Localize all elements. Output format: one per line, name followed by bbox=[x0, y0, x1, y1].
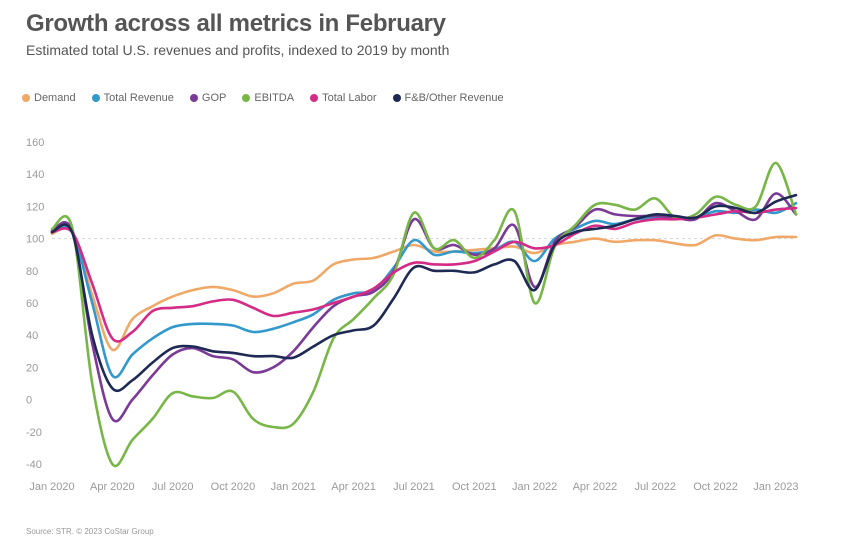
y-tick-label: -20 bbox=[26, 427, 42, 439]
legend-item: Demand bbox=[22, 92, 76, 104]
x-tick-label: Jan 2023 bbox=[753, 481, 798, 493]
x-tick-label: Oct 2020 bbox=[211, 481, 256, 493]
x-tick-label: Oct 2022 bbox=[693, 481, 738, 493]
x-tick-label: Apr 2020 bbox=[90, 481, 135, 493]
y-tick-label: 80 bbox=[26, 266, 38, 278]
y-axis: 160 140 120 100 80 60 40 20 0 -20 -40 bbox=[26, 137, 44, 471]
legend-label: GOP bbox=[201, 92, 227, 104]
series-line-total-labor bbox=[50, 206, 798, 343]
x-tick-label: Apr 2021 bbox=[331, 481, 376, 493]
y-tick-label: 60 bbox=[26, 298, 38, 310]
x-tick-label: Jul 2022 bbox=[634, 481, 676, 493]
x-axis: Jan 2020 Apr 2020 Jul 2020 Oct 2020 Jan 2021… bbox=[29, 481, 798, 493]
x-tick-label: Oct 2021 bbox=[452, 481, 497, 493]
legend-label: EBITDA bbox=[254, 92, 295, 104]
legend-dot-icon bbox=[310, 94, 319, 102]
source-note: Source: STR. © 2023 CoStar Group bbox=[26, 527, 154, 536]
legend-dot-icon bbox=[189, 94, 198, 102]
x-tick-label: Jul 2020 bbox=[152, 481, 194, 493]
legend-dot-icon bbox=[91, 94, 100, 102]
chart-legend: Demand Total Revenue GOP EBITDA Total Labor F… bbox=[22, 92, 504, 104]
legend-dot-icon bbox=[22, 94, 30, 102]
y-tick-label: 160 bbox=[26, 137, 44, 149]
legend-item: Total Revenue bbox=[91, 92, 174, 104]
series-line-ebitda bbox=[50, 161, 798, 468]
legend-label: Total Revenue bbox=[103, 92, 174, 104]
legend-label: F&B/Other Revenue bbox=[404, 92, 504, 104]
legend-dot-icon bbox=[242, 94, 251, 102]
legend-item: GOP bbox=[189, 92, 227, 104]
legend-item: F&B/Other Revenue bbox=[392, 92, 504, 104]
series-line-demand bbox=[50, 226, 798, 352]
legend-item: Total Labor bbox=[310, 92, 377, 104]
x-tick-label: Jan 2021 bbox=[271, 481, 316, 493]
legend-dot-icon bbox=[392, 94, 401, 102]
y-tick-label: 0 bbox=[26, 395, 32, 407]
chart-subtitle: Estimated total U.S. revenues and profit… bbox=[26, 42, 450, 58]
chart-title: Growth across all metrics in February bbox=[26, 10, 446, 37]
y-tick-label: 140 bbox=[26, 169, 44, 181]
x-tick-label: Jul 2021 bbox=[393, 481, 435, 493]
y-tick-label: 40 bbox=[26, 330, 38, 342]
y-tick-label: -40 bbox=[26, 459, 42, 471]
legend-label: Total Labor bbox=[322, 92, 377, 104]
x-tick-label: Jan 2022 bbox=[512, 481, 557, 493]
series-line-gop bbox=[50, 192, 798, 423]
legend-label: Demand bbox=[34, 92, 76, 104]
series-line-f-b-other-revenue bbox=[50, 193, 798, 393]
x-tick-label: Apr 2022 bbox=[573, 481, 618, 493]
series-lines bbox=[50, 161, 798, 468]
x-tick-label: Jan 2020 bbox=[29, 481, 74, 493]
y-tick-label: 100 bbox=[26, 234, 44, 246]
y-tick-label: 20 bbox=[26, 362, 38, 374]
y-tick-label: 120 bbox=[26, 201, 44, 213]
legend-item: EBITDA bbox=[242, 92, 294, 104]
